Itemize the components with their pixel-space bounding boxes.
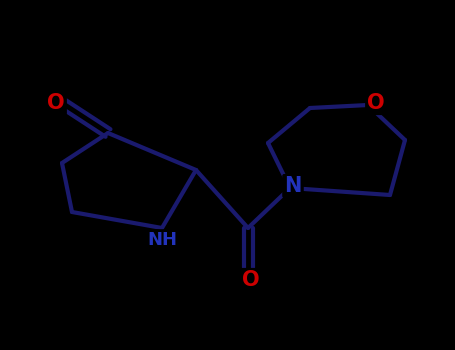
Text: N: N [284, 176, 302, 196]
Text: O: O [242, 270, 260, 290]
Text: O: O [367, 93, 385, 113]
Text: O: O [47, 93, 65, 113]
Text: NH: NH [147, 231, 177, 249]
